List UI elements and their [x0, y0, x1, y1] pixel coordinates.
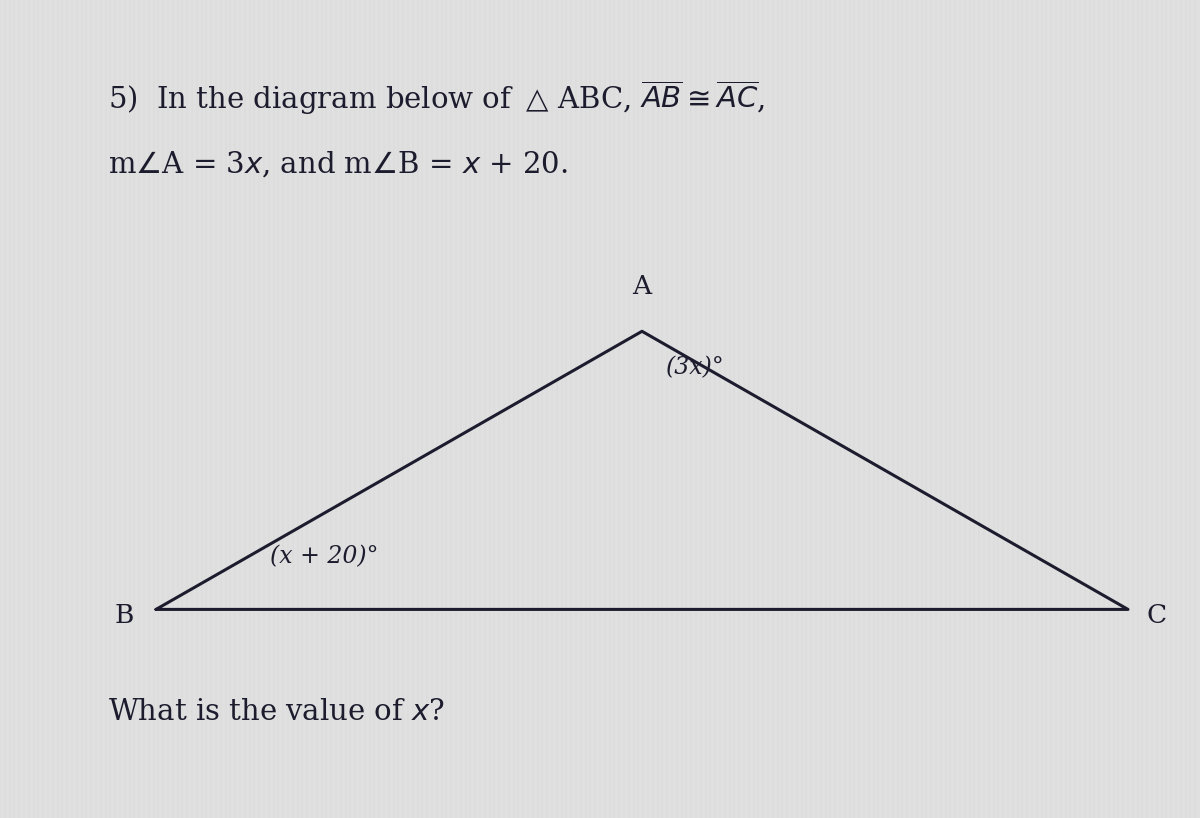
- Text: B: B: [115, 603, 134, 627]
- Text: (x + 20)°: (x + 20)°: [270, 546, 378, 569]
- Text: C: C: [1146, 603, 1166, 627]
- Text: What is the value of $x$?: What is the value of $x$?: [108, 698, 445, 726]
- Text: m$\angle$A = 3$x$, and m$\angle$B = $x$ + 20.: m$\angle$A = 3$x$, and m$\angle$B = $x$ …: [108, 149, 568, 178]
- Text: 5)  In the diagram below of $\triangle\!$ ABC, $\overline{AB} \cong \overline{AC: 5) In the diagram below of $\triangle\!$…: [108, 79, 766, 117]
- Text: (3x)°: (3x)°: [666, 356, 725, 379]
- Text: A: A: [632, 273, 652, 299]
